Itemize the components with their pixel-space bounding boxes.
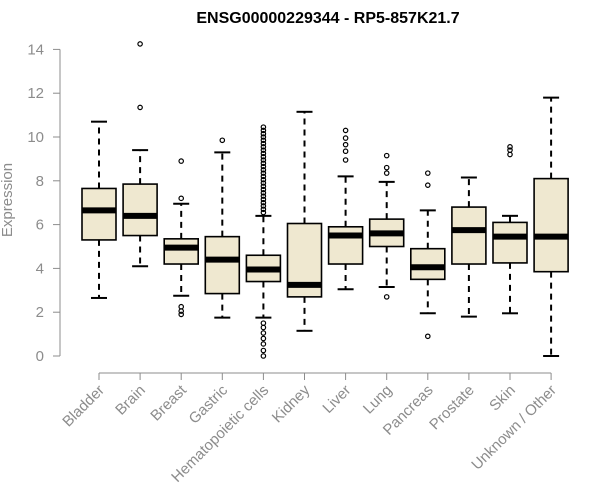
y-ticks: 0 2 4 6 8 10 12 14 xyxy=(27,41,60,365)
outlier-liver-2 xyxy=(342,141,349,148)
outlier-breast-2 xyxy=(178,303,185,310)
outlier-skin-1 xyxy=(507,147,513,153)
outlier-hematopoietic-cells-1 xyxy=(260,347,267,354)
chart-title: ENSG00000229344 - RP5-857K21.7 xyxy=(196,10,459,27)
outlier-hematopoietic-cells-16 xyxy=(260,180,267,186)
outlier-hematopoietic-cells-14 xyxy=(260,186,267,193)
outlier-hematopoietic-cells-9 xyxy=(260,203,267,209)
outlier-lung-1 xyxy=(383,170,390,176)
outlier-hematopoietic-cells-18 xyxy=(260,173,267,180)
box-breast xyxy=(163,238,199,265)
box-liver xyxy=(327,225,364,265)
outlier-hematopoietic-cells-27 xyxy=(260,144,267,150)
outlier-hematopoietic-cells-10 xyxy=(260,199,267,206)
box-group-bladder xyxy=(81,120,117,299)
outlier-hematopoietic-cells-32 xyxy=(260,127,267,134)
y-tick-label-10: 10 xyxy=(27,129,44,146)
y-tick-label-2: 2 xyxy=(36,304,44,321)
x-tick-label-lung: Lung xyxy=(360,382,396,418)
outlier-hematopoietic-cells-6 xyxy=(260,320,267,326)
outlier-hematopoietic-cells-21 xyxy=(260,163,267,170)
box-group-kidney xyxy=(286,110,323,332)
x-tick-label-kidney: Kidney xyxy=(269,381,314,426)
box-series xyxy=(81,41,569,359)
outlier-hematopoietic-cells-22 xyxy=(260,160,267,167)
y-tick-label-14: 14 xyxy=(27,41,44,58)
box-group-lung xyxy=(368,152,405,300)
outlier-skin-0 xyxy=(507,151,513,158)
outlier-brain-1 xyxy=(137,41,143,47)
outlier-lung-3 xyxy=(383,152,390,159)
outlier-hematopoietic-cells-8 xyxy=(260,206,267,213)
x-tick-label-breast: Breast xyxy=(147,381,190,424)
box-gastric xyxy=(204,235,241,295)
outlier-gastric-0 xyxy=(219,137,226,144)
box-group-pancreas xyxy=(409,170,446,340)
outlier-liver-1 xyxy=(342,148,349,155)
outlier-skin-2 xyxy=(507,144,513,150)
outlier-hematopoietic-cells-12 xyxy=(260,193,267,199)
y-tick-label-8: 8 xyxy=(36,173,44,190)
outlier-liver-3 xyxy=(342,135,349,141)
box-skin xyxy=(492,221,528,264)
outlier-hematopoietic-cells-11 xyxy=(260,196,267,203)
box-group-skin xyxy=(492,144,528,315)
box-group-prostate xyxy=(451,176,487,318)
outlier-hematopoietic-cells-3 xyxy=(260,335,267,342)
box-group-liver xyxy=(327,127,364,291)
box-group-hematopoietic-cells xyxy=(245,124,282,359)
x-tick-label-skin: Skin xyxy=(486,382,519,415)
outlier-breast-4 xyxy=(178,158,185,164)
outlier-hematopoietic-cells-23 xyxy=(260,157,267,163)
y-tick-label-6: 6 xyxy=(36,217,44,234)
x-tick-label-liver: Liver xyxy=(319,382,354,417)
outlier-hematopoietic-cells-7 xyxy=(260,209,267,216)
outlier-breast-0 xyxy=(178,311,185,318)
outlier-hematopoietic-cells-33 xyxy=(260,124,267,130)
outlier-hematopoietic-cells-2 xyxy=(260,341,267,347)
outlier-hematopoietic-cells-31 xyxy=(260,130,267,137)
outlier-pancreas-2 xyxy=(424,170,431,176)
outlier-hematopoietic-cells-24 xyxy=(260,153,267,160)
outlier-liver-4 xyxy=(342,127,349,134)
outlier-brain-0 xyxy=(137,104,143,111)
x-tick-label-prostate: Prostate xyxy=(426,382,478,434)
outlier-hematopoietic-cells-28 xyxy=(260,140,267,147)
outlier-hematopoietic-cells-29 xyxy=(260,137,267,144)
box-group-unknown-other xyxy=(533,96,569,357)
outlier-hematopoietic-cells-13 xyxy=(260,190,267,196)
outlier-hematopoietic-cells-25 xyxy=(260,150,267,157)
box-group-breast xyxy=(163,158,199,318)
outlier-hematopoietic-cells-15 xyxy=(260,183,267,190)
box-group-brain xyxy=(122,41,158,268)
outlier-liver-0 xyxy=(342,157,349,163)
box-brain xyxy=(122,183,158,237)
y-tick-label-0: 0 xyxy=(36,348,44,365)
outlier-hematopoietic-cells-17 xyxy=(260,176,267,183)
box-prostate xyxy=(451,206,487,265)
y-axis-label: Expression xyxy=(0,163,16,237)
outlier-hematopoietic-cells-0 xyxy=(260,353,267,359)
outlier-hematopoietic-cells-5 xyxy=(260,324,267,331)
outlier-lung-2 xyxy=(383,164,390,171)
outlier-hematopoietic-cells-4 xyxy=(260,330,267,336)
box-pancreas xyxy=(409,247,446,281)
outlier-pancreas-1 xyxy=(424,182,431,188)
outlier-lung-0 xyxy=(383,294,390,300)
outlier-breast-3 xyxy=(178,195,185,202)
x-tick-label-brain: Brain xyxy=(112,382,149,419)
outlier-hematopoietic-cells-30 xyxy=(260,134,267,140)
x-tick-label-bladder: Bladder xyxy=(59,382,108,431)
y-tick-label-4: 4 xyxy=(36,260,44,277)
outlier-hematopoietic-cells-19 xyxy=(260,170,267,176)
box-group-gastric xyxy=(204,137,241,319)
box-bladder xyxy=(81,187,117,241)
y-tick-label-12: 12 xyxy=(27,85,44,102)
outlier-hematopoietic-cells-20 xyxy=(260,167,267,173)
outlier-pancreas-0 xyxy=(424,333,431,340)
outlier-hematopoietic-cells-26 xyxy=(260,147,267,153)
box-unknown-other xyxy=(533,177,569,273)
